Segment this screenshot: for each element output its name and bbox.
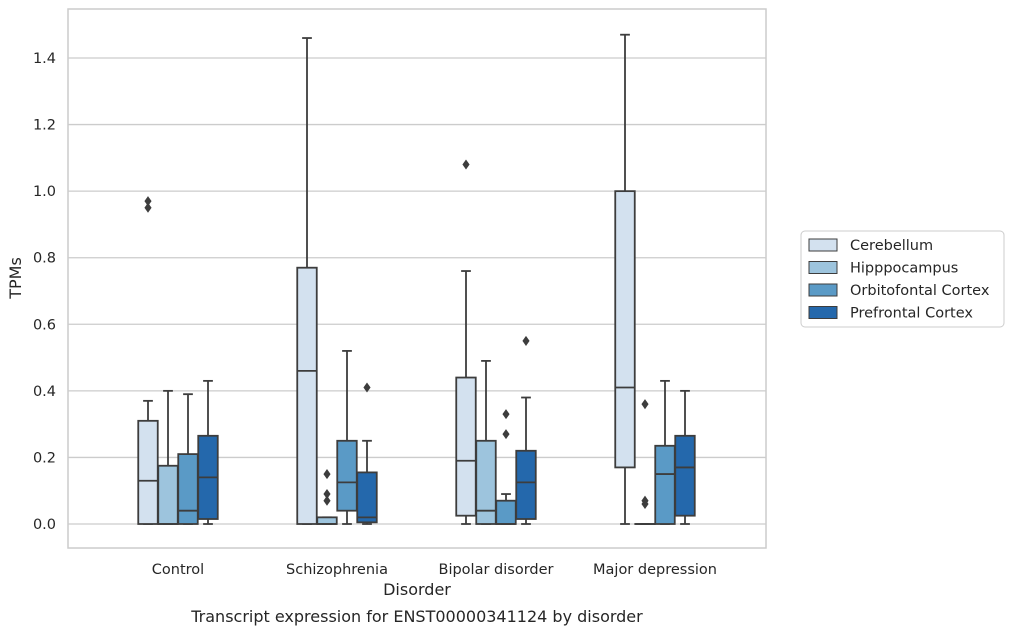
box-plot (515, 335, 537, 525)
box-plot (336, 350, 358, 525)
outlier-point (323, 469, 331, 480)
y-tick-label: 0.0 (33, 517, 56, 533)
outlier-point (641, 495, 649, 506)
box-plot (634, 399, 656, 525)
legend-label: Orbitofontal Cortex (850, 283, 990, 299)
box-plots (137, 33, 696, 525)
box-body (336, 439, 358, 512)
x-tick-label: Control (152, 562, 204, 578)
box-plot (316, 469, 338, 525)
box-body (654, 444, 676, 525)
outlier-point (522, 335, 530, 346)
legend-swatch (808, 261, 838, 274)
legend-label: Cerebellum (850, 238, 933, 254)
legend-swatch (808, 306, 838, 319)
legend-label: Hipppocampus (850, 261, 958, 277)
box-plot (296, 37, 318, 525)
y-tick-label: 0.4 (33, 384, 56, 400)
box-body (356, 471, 378, 524)
box-body (475, 439, 497, 525)
y-tick-label: 1.2 (33, 118, 56, 134)
x-tick-labels: Control Schizophrenia Bipolar disorder Majo… (152, 562, 717, 578)
box-plot (137, 196, 159, 525)
y-tick-labels: 0.0 0.2 0.4 0.6 0.8 1.0 1.2 1.4 (33, 51, 56, 533)
y-tick-label: 1.0 (33, 184, 56, 200)
box-body (137, 419, 159, 525)
outlier-point (502, 409, 510, 420)
box-plot (177, 393, 199, 525)
x-tick-label: Major depression (593, 562, 717, 578)
y-tick-label: 0.8 (33, 251, 56, 267)
box-plot (674, 389, 696, 525)
outlier-point (641, 399, 649, 410)
x-tick-label: Bipolar disorder (439, 562, 554, 578)
box-body (614, 190, 636, 469)
box-plot (654, 379, 676, 525)
box-plot (197, 379, 219, 525)
y-axis-title: TPMs (6, 257, 25, 300)
outlier-point (323, 489, 331, 500)
y-tick-label: 1.4 (33, 51, 56, 67)
outlier-point (363, 382, 371, 393)
outlier-point (323, 495, 331, 506)
legend-frame (800, 230, 1005, 328)
outlier-point (462, 159, 470, 170)
box-plot (475, 359, 497, 525)
chart-caption: Transcript expression for ENST0000034112… (190, 607, 643, 626)
y-tick-label: 0.6 (33, 317, 56, 333)
legend-label: Prefrontal Cortex (850, 306, 973, 322)
box-plot (157, 389, 179, 525)
box-plot (495, 409, 517, 525)
outlier-point (502, 429, 510, 440)
box-body (316, 516, 338, 525)
x-tick-label: Schizophrenia (286, 562, 388, 578)
box-body (495, 499, 517, 525)
box-plot (356, 382, 378, 525)
box-plot (455, 159, 477, 525)
box-body (515, 449, 537, 520)
outlier-point (144, 196, 152, 207)
box-body (455, 376, 477, 517)
legend-swatch (808, 283, 838, 297)
plot-frame (67, 8, 767, 549)
box-body (157, 464, 179, 525)
legend: Cerebellum Hipppocampus Orbitofontal Corte… (800, 230, 1005, 328)
box-body (296, 266, 318, 525)
y-tick-label: 0.2 (33, 450, 56, 466)
legend-swatch (808, 238, 838, 252)
box-body (177, 453, 199, 525)
box-plot (614, 33, 636, 525)
box-body (674, 434, 696, 517)
x-axis-title: Disorder (383, 580, 451, 599)
outlier-point (144, 202, 152, 213)
